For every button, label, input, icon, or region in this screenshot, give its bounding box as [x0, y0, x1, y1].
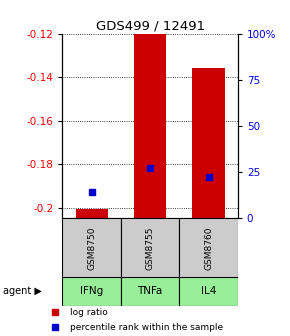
Bar [121, 277, 179, 306]
Text: GSM8760: GSM8760 [204, 226, 213, 269]
Text: log ratio: log ratio [70, 308, 107, 317]
Bar [62, 277, 121, 306]
Title: GDS499 / 12491: GDS499 / 12491 [95, 19, 205, 33]
Bar [75, 209, 108, 218]
Text: IFNg: IFNg [80, 287, 103, 296]
Bar [62, 218, 121, 277]
Bar [134, 34, 166, 218]
Text: GSM8750: GSM8750 [87, 226, 96, 269]
Bar [179, 277, 238, 306]
Bar [121, 218, 179, 277]
Bar [193, 69, 225, 218]
Text: IL4: IL4 [201, 287, 216, 296]
Bar [179, 218, 238, 277]
Text: GSM8755: GSM8755 [146, 226, 155, 269]
Text: TNFa: TNFa [137, 287, 163, 296]
Text: agent ▶: agent ▶ [3, 287, 42, 296]
Text: percentile rank within the sample: percentile rank within the sample [70, 323, 223, 332]
